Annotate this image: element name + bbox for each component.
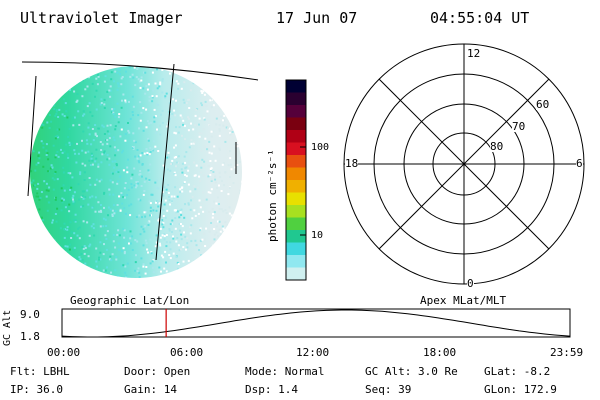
colorbar-swatch (286, 230, 306, 243)
time-label: 04:55:04 UT (430, 9, 530, 27)
alt-xtick-1: 06:00 (170, 346, 204, 359)
info-glat: GLat: -8.2 (484, 365, 551, 378)
colorbar-swatch (286, 142, 306, 156)
alt-xtick-3: 18:00 (423, 346, 457, 359)
colorbar-swatch (286, 155, 306, 168)
mlat-label-70: 70 (512, 120, 526, 133)
colorbar-swatch (286, 167, 306, 181)
info-door: Door: Open (124, 365, 191, 378)
date-label: 17 Jun 07 (276, 9, 358, 27)
info-dsp: Dsp: 1.4 (245, 383, 298, 396)
info-seq: Seq: 39 (365, 383, 412, 396)
alt-curve (61, 309, 571, 338)
alt-xtick-2: 12:00 (296, 346, 330, 359)
mlt-label-6: 6 (576, 157, 583, 170)
info-ip: IP: 36.0 (10, 383, 63, 396)
mlt-label-12: 12 (467, 47, 481, 60)
colorbar-swatch (286, 117, 306, 131)
colorbar-swatch (286, 267, 306, 281)
mlat-label-60: 60 (536, 98, 550, 111)
mlt-label-18: 18 (345, 157, 359, 170)
colorbar-swatch (286, 255, 306, 268)
alt-ymax: 9.0 (20, 308, 40, 321)
colorbar-tick-10: 10 (311, 230, 324, 241)
info-gain: Gain: 14 (124, 383, 177, 396)
colorbar-swatch (286, 92, 306, 106)
info-gcalt: GC Alt: 3.0 Re (365, 365, 458, 378)
caption-apex: Apex MLat/MLT (420, 294, 507, 307)
alt-xtick-4: 23:59 (550, 346, 584, 359)
colorbar-swatch (286, 80, 306, 93)
geo-line-left (27, 75, 37, 197)
mlat-label-80: 80 (490, 140, 504, 153)
colorbar-swatch (286, 130, 306, 143)
colorbar-swatch (286, 192, 306, 206)
colorbar-swatch (286, 105, 306, 118)
colorbar-swatch (286, 242, 306, 256)
app-title: Ultraviolet Imager (20, 9, 183, 27)
colorbar-tick-100: 100 (311, 142, 330, 153)
colorbar-swatch (286, 217, 306, 231)
info-mode: Mode: Normal (245, 365, 325, 378)
alt-ymin: 1.8 (20, 330, 40, 343)
alt-xtick-0: 00:00 (47, 346, 81, 359)
info-glon: GLon: 172.9 (484, 383, 557, 396)
caption-geographic: Geographic Lat/Lon (70, 294, 190, 307)
geo-line-mid (155, 63, 175, 261)
polar-diag-2 (378, 78, 550, 250)
colorbar (285, 79, 307, 281)
colorbar-swatch (286, 205, 306, 218)
altitude-plot (61, 308, 571, 338)
alt-plot-frame (61, 308, 571, 338)
alt-ylabel: GC Alt (2, 309, 13, 346)
colorbar-swatch (286, 180, 306, 193)
geo-line-top (21, 61, 259, 81)
mlt-label-0: 0 (467, 277, 474, 290)
info-flt: Flt: LBHL (10, 365, 70, 378)
